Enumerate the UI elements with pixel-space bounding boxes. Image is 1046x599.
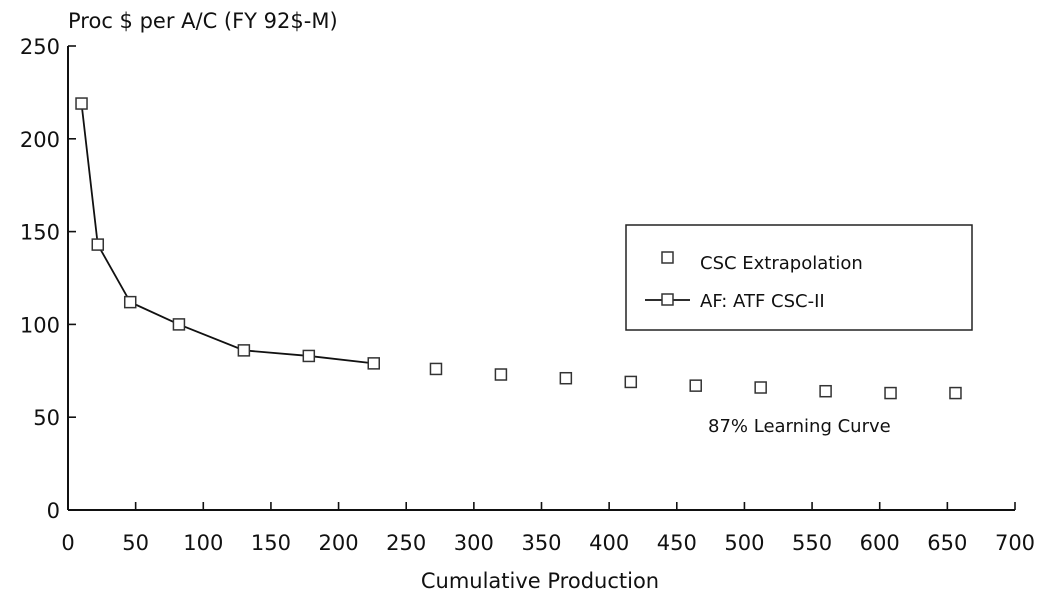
- y-tick-label: 250: [20, 35, 60, 59]
- y-axis-title: Proc $ per A/C (FY 92$-M): [68, 9, 338, 33]
- x-tick-label: 400: [589, 531, 629, 555]
- series-line: [80, 103, 374, 365]
- legend-box: [625, 224, 973, 331]
- data-point: [689, 379, 702, 392]
- legend-label-af-atf-csc-ii: AF: ATF CSC-II: [700, 291, 825, 312]
- data-point: [624, 375, 638, 389]
- data-point: [754, 381, 767, 394]
- plot-area: [75, 97, 962, 400]
- x-ticks: 0 50 100 150 200 250 300 350 400 450 500 550 600 650 7…: [61, 502, 1035, 555]
- data-point: [302, 349, 316, 363]
- legend-label-csc-extrapolation: CSC Extrapolation: [700, 253, 863, 274]
- data-point: [429, 362, 443, 376]
- data-point: [884, 386, 897, 400]
- series-0: [429, 362, 962, 400]
- x-tick-label: 50: [122, 531, 149, 555]
- data-point: [494, 368, 508, 381]
- y-tick-label: 150: [20, 221, 60, 245]
- data-point: [367, 357, 380, 370]
- data-point: [123, 295, 137, 309]
- data-point: [75, 97, 88, 110]
- data-point: [559, 371, 573, 385]
- data-point: [172, 318, 186, 331]
- x-tick-label: 700: [995, 531, 1035, 555]
- x-tick-label: 300: [454, 531, 494, 555]
- x-tick-label: 250: [386, 531, 426, 555]
- x-tick-label: 150: [251, 531, 291, 555]
- legend-marker-csc-extrapolation: [661, 251, 674, 264]
- legend: CSC Extrapolation AF: ATF CSC-II: [625, 224, 973, 331]
- x-tick-label: 450: [657, 531, 697, 555]
- y-tick-label: 100: [20, 313, 60, 337]
- annotation-learning-curve: 87% Learning Curve: [708, 416, 891, 437]
- y-ticks: 0 50 100 150 200 250: [20, 35, 76, 523]
- legend-marker-af-atf-csc-ii: [661, 293, 674, 306]
- x-tick-label: 600: [860, 531, 900, 555]
- y-tick-label: 200: [20, 128, 60, 152]
- data-point: [819, 384, 832, 398]
- x-tick-label: 550: [792, 531, 832, 555]
- data-point: [237, 344, 251, 357]
- x-tick-label: 0: [61, 531, 74, 555]
- x-axis-title: Cumulative Production: [421, 569, 659, 593]
- x-tick-label: 200: [319, 531, 359, 555]
- y-tick-label: 50: [33, 406, 60, 430]
- x-tick-label: 650: [927, 531, 967, 555]
- x-tick-label: 500: [724, 531, 764, 555]
- x-tick-label: 350: [521, 531, 561, 555]
- data-point: [949, 386, 962, 400]
- y-tick-label: 0: [47, 499, 60, 523]
- series-1: [75, 97, 380, 370]
- x-tick-label: 100: [183, 531, 223, 555]
- data-point: [91, 238, 105, 251]
